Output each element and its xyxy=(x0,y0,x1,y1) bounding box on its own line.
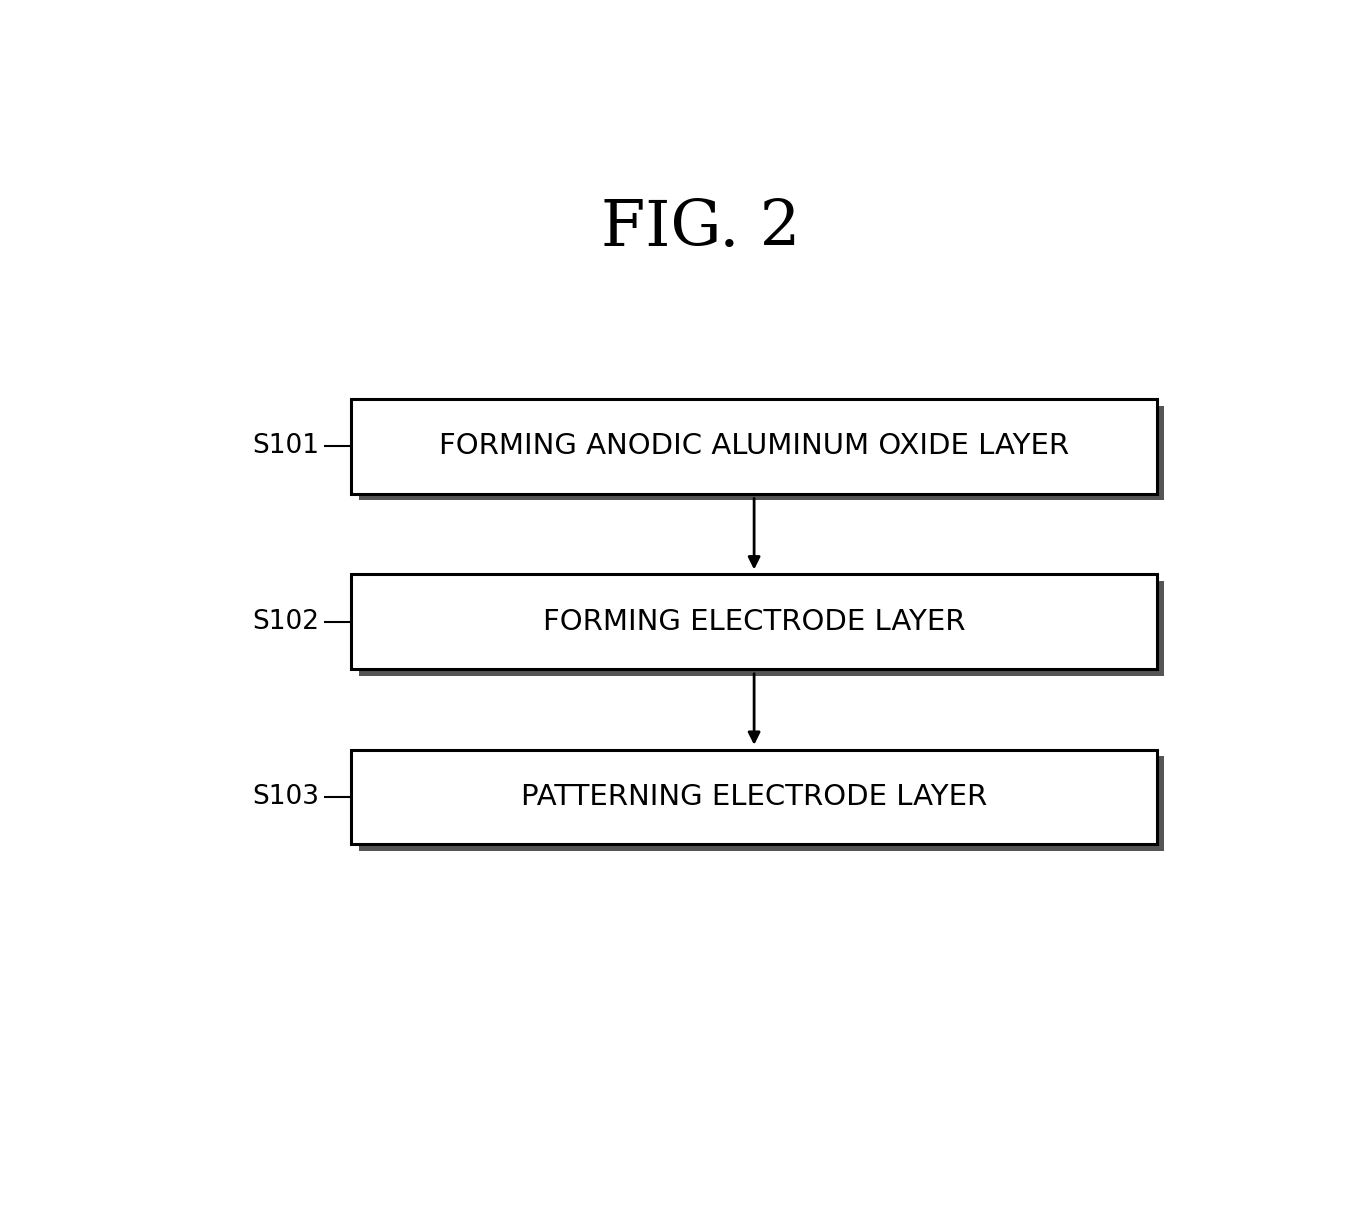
Text: S101: S101 xyxy=(253,433,320,459)
Text: FORMING ELECTRODE LAYER: FORMING ELECTRODE LAYER xyxy=(543,608,966,635)
Bar xyxy=(352,399,1157,494)
Bar xyxy=(352,750,1157,844)
Bar xyxy=(358,405,1164,500)
Text: S103: S103 xyxy=(253,784,320,810)
Text: S102: S102 xyxy=(253,608,320,635)
Bar xyxy=(358,581,1164,676)
Text: FIG. 2: FIG. 2 xyxy=(602,198,800,259)
Bar xyxy=(358,756,1164,851)
Text: PATTERNING ELECTRODE LAYER: PATTERNING ELECTRODE LAYER xyxy=(521,783,988,811)
Bar xyxy=(352,574,1157,670)
Text: FORMING ANODIC ALUMINUM OXIDE LAYER: FORMING ANODIC ALUMINUM OXIDE LAYER xyxy=(439,432,1070,460)
